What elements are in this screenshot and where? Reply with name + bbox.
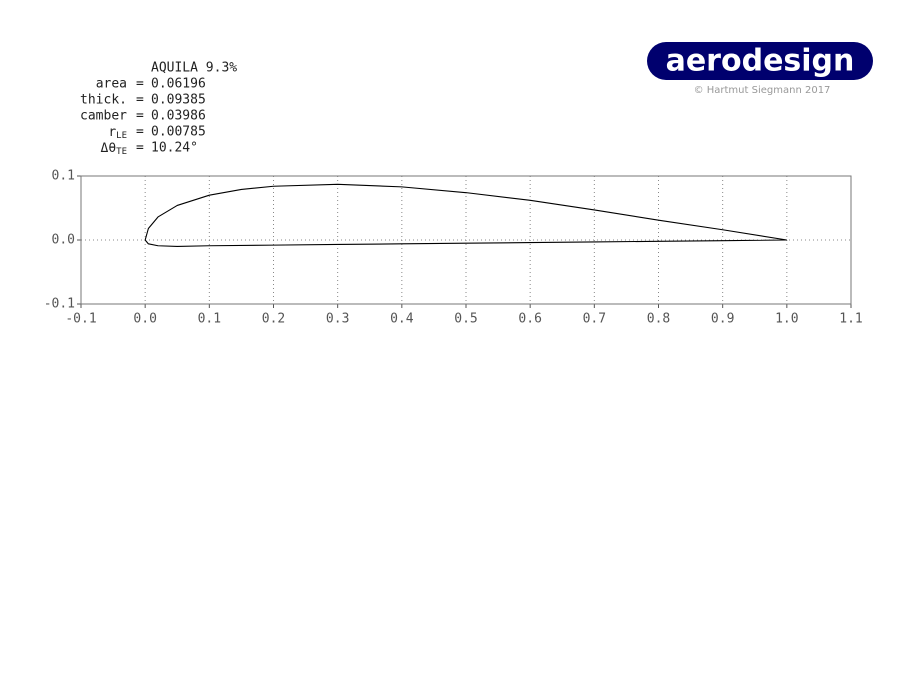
credit: © Hartmut Siegmann 2017 (694, 85, 831, 96)
x-tick-label: 1.0 (775, 312, 798, 327)
x-tick-label: 0.0 (133, 312, 156, 327)
logo-badge (647, 42, 873, 80)
x-tick-label: 0.7 (583, 312, 606, 327)
airfoil-outline (144, 183, 787, 247)
logo: aerodesign (666, 44, 855, 79)
x-tick-label: 0.3 (326, 312, 349, 327)
stat-separator: = (136, 77, 144, 92)
stat-label-sub: TE (116, 147, 127, 157)
stat-value: 10.24° (151, 141, 198, 156)
stat-label: rLE (108, 125, 127, 141)
y-tick-label: 0.0 (52, 233, 75, 248)
stat-label: thick. (80, 93, 127, 108)
stat-value: 0.06196 (151, 77, 206, 92)
x-tick-label: 0.1 (198, 312, 221, 327)
y-tick-label: 0.1 (52, 169, 75, 184)
x-tick-label: 0.5 (454, 312, 477, 327)
plot-frame (80, 175, 852, 305)
y-tick-label: -0.1 (44, 297, 75, 312)
stat-label: ΔθTE (101, 141, 128, 157)
chart-title: AQUILA 9.3% (151, 61, 237, 76)
x-tick-label: 0.8 (647, 312, 670, 327)
x-tick-label: -0.1 (65, 312, 96, 327)
stat-value: 0.00785 (151, 125, 206, 140)
x-tick-label: 0.9 (711, 312, 734, 327)
stat-value: 0.03986 (151, 109, 206, 124)
stat-label-sub: LE (116, 131, 127, 141)
x-tick-label: 0.6 (518, 312, 541, 327)
stat-separator: = (136, 141, 144, 156)
stat-value: 0.09385 (151, 93, 206, 108)
x-tick-label: 0.4 (390, 312, 414, 327)
stat-separator: = (136, 125, 144, 140)
stat-separator: = (136, 109, 144, 124)
x-tick-label: 1.1 (839, 312, 862, 327)
stat-label-main: r (108, 125, 116, 140)
stat-label: camber (80, 109, 127, 124)
stat-label: area (96, 77, 127, 92)
x-tick-label: 0.2 (262, 312, 285, 327)
stat-separator: = (136, 93, 144, 108)
stat-label-main: Δθ (101, 141, 117, 156)
